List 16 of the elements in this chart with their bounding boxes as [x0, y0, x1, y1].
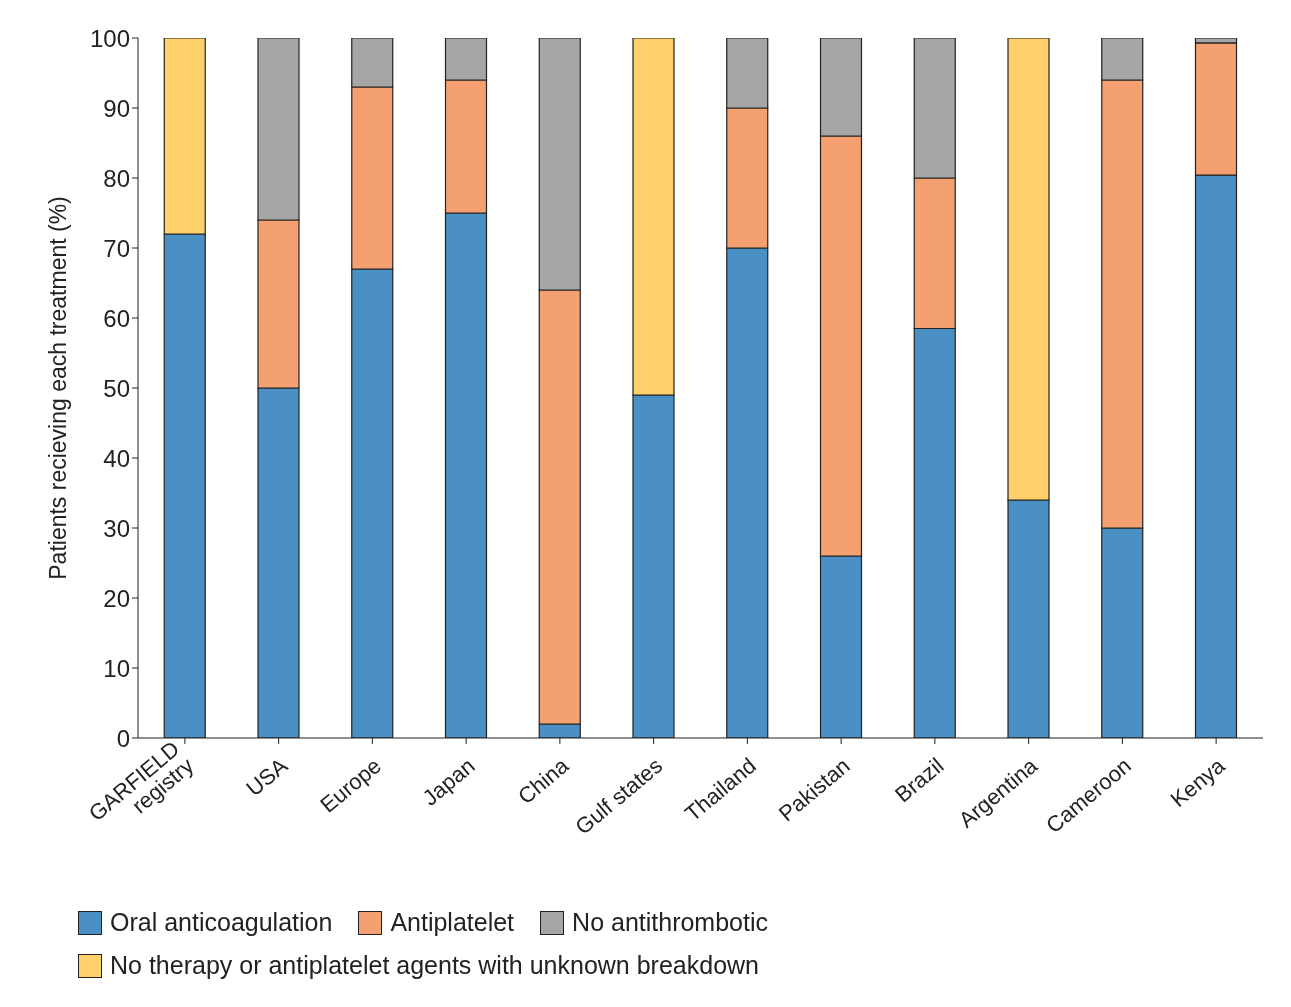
- legend-label: Antiplatelet: [390, 908, 515, 937]
- y-tick-label: 100: [89, 24, 130, 52]
- y-tick-label: 20: [103, 584, 130, 612]
- legend-label: No therapy or antiplatelet agents with unknown breakdown: [110, 951, 760, 980]
- x-tick-label: USA: [241, 752, 293, 802]
- y-axis-title: Patients recieving each treatment (%): [45, 196, 72, 580]
- y-tick-label: 50: [103, 374, 130, 402]
- legend-label: Oral anticoagulation: [110, 908, 333, 937]
- y-tick-label: 70: [103, 234, 130, 262]
- y-tick-label: 40: [103, 444, 130, 472]
- y-tick-label: 30: [103, 514, 130, 542]
- y-tick-label: 10: [103, 654, 130, 682]
- y-tick-label: 80: [103, 164, 130, 192]
- y-tick-label: 60: [103, 304, 130, 332]
- y-tick-label: 90: [103, 94, 130, 122]
- legend-label: No antithrombotic: [572, 908, 769, 937]
